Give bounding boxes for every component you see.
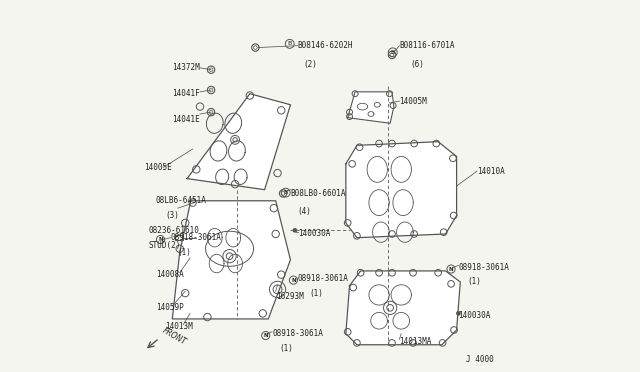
Text: 14005M: 14005M bbox=[399, 97, 427, 106]
Text: (6): (6) bbox=[410, 60, 424, 69]
Polygon shape bbox=[172, 201, 291, 319]
Text: (1): (1) bbox=[309, 289, 323, 298]
Text: N: N bbox=[449, 267, 453, 272]
Circle shape bbox=[456, 311, 460, 315]
Text: 140030A: 140030A bbox=[458, 311, 491, 320]
Text: B08146-6202H: B08146-6202H bbox=[298, 41, 353, 50]
Polygon shape bbox=[346, 271, 460, 345]
Text: 14059P: 14059P bbox=[156, 303, 184, 312]
Text: 14372M: 14372M bbox=[172, 63, 200, 72]
Text: 16293M: 16293M bbox=[276, 292, 303, 301]
Text: FRONT: FRONT bbox=[161, 326, 188, 347]
Text: 08918-3061A: 08918-3061A bbox=[298, 274, 349, 283]
Text: (1): (1) bbox=[468, 278, 481, 286]
Text: (1): (1) bbox=[280, 344, 293, 353]
Polygon shape bbox=[348, 92, 394, 123]
Text: (2): (2) bbox=[303, 60, 317, 69]
Text: J 4000: J 4000 bbox=[466, 355, 493, 364]
Text: 14008A: 14008A bbox=[156, 270, 184, 279]
Text: 08236-61610: 08236-61610 bbox=[148, 226, 199, 235]
Polygon shape bbox=[187, 94, 291, 190]
Polygon shape bbox=[346, 142, 456, 238]
Text: N: N bbox=[291, 278, 296, 283]
Text: 08LB6-6451A: 08LB6-6451A bbox=[156, 196, 207, 205]
Text: B: B bbox=[287, 41, 292, 46]
Text: 140030A: 140030A bbox=[298, 230, 330, 238]
Text: B: B bbox=[284, 190, 288, 195]
Text: 14010A: 14010A bbox=[477, 167, 505, 176]
Text: B08116-6701A: B08116-6701A bbox=[399, 41, 455, 50]
Circle shape bbox=[293, 228, 297, 232]
Text: B: B bbox=[390, 50, 395, 55]
Text: (3): (3) bbox=[165, 211, 179, 220]
Text: (1): (1) bbox=[178, 248, 192, 257]
Text: (4): (4) bbox=[298, 207, 312, 217]
Text: 14041F: 14041F bbox=[172, 89, 200, 98]
Text: 08918-3061A: 08918-3061A bbox=[272, 329, 323, 338]
Text: 14041E: 14041E bbox=[172, 115, 200, 124]
Text: N: N bbox=[264, 333, 268, 338]
Text: 14013M: 14013M bbox=[165, 322, 193, 331]
Text: 14005E: 14005E bbox=[145, 163, 172, 172]
Text: 08918-3061A: 08918-3061A bbox=[458, 263, 509, 272]
Text: STUD(2): STUD(2) bbox=[148, 241, 180, 250]
Text: B08LB0-6601A: B08LB0-6601A bbox=[291, 189, 346, 198]
Text: N: N bbox=[158, 237, 163, 242]
Text: 14013MA: 14013MA bbox=[399, 337, 432, 346]
Text: 08918-3061A: 08918-3061A bbox=[170, 233, 221, 242]
